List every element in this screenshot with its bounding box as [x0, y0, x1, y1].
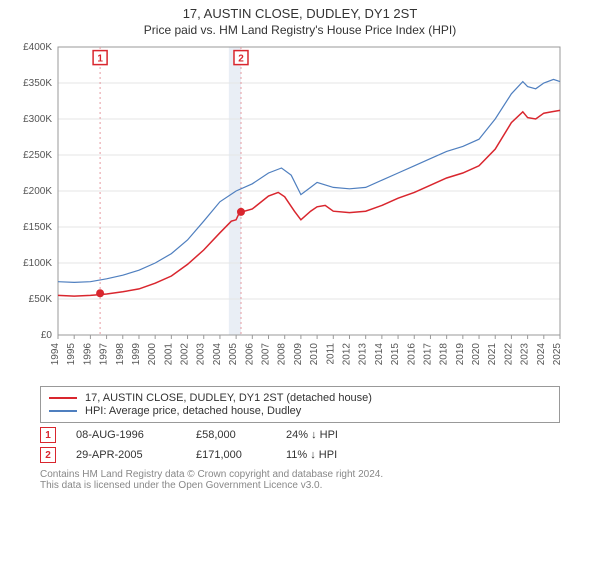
- attribution-line-1: Contains HM Land Registry data © Crown c…: [40, 469, 560, 480]
- svg-text:2014: 2014: [374, 343, 385, 366]
- svg-text:2020: 2020: [471, 343, 482, 366]
- svg-text:2022: 2022: [503, 343, 514, 366]
- svg-text:2011: 2011: [325, 343, 336, 365]
- svg-text:1: 1: [97, 54, 103, 65]
- svg-text:2002: 2002: [180, 343, 191, 366]
- svg-text:1994: 1994: [50, 343, 61, 366]
- svg-text:2005: 2005: [228, 343, 239, 366]
- legend-label-1: 17, AUSTIN CLOSE, DUDLEY, DY1 2ST (detac…: [85, 392, 372, 404]
- svg-text:1995: 1995: [66, 343, 77, 366]
- svg-text:2007: 2007: [261, 343, 272, 366]
- sale-badge: 1: [40, 427, 56, 443]
- svg-text:2024: 2024: [536, 343, 547, 366]
- chart-container: £0 £50K £100K £150K £200K £250K £300K £350K £400…: [10, 37, 600, 382]
- svg-text:2013: 2013: [358, 343, 369, 366]
- svg-text:2016: 2016: [406, 343, 417, 366]
- svg-text:2012: 2012: [341, 343, 352, 366]
- svg-text:2006: 2006: [244, 343, 255, 366]
- svg-text:1996: 1996: [82, 343, 93, 366]
- sale-price: £58,000: [196, 429, 286, 441]
- svg-text:£200K: £200K: [23, 186, 52, 197]
- sale-date: 08-AUG-1996: [76, 429, 196, 441]
- legend-item-1: 17, AUSTIN CLOSE, DUDLEY, DY1 2ST (detac…: [49, 392, 551, 404]
- svg-text:1998: 1998: [115, 343, 126, 366]
- sale-delta: 24% ↓ HPI: [286, 429, 406, 441]
- svg-text:2018: 2018: [439, 343, 450, 366]
- sales-table: 1 08-AUG-1996£58,00024% ↓ HPI 2 29-APR-2005…: [40, 427, 560, 463]
- svg-text:2023: 2023: [520, 343, 531, 366]
- svg-text:2: 2: [238, 54, 244, 65]
- svg-text:£100K: £100K: [23, 258, 52, 269]
- attribution-line-2: This data is licensed under the Open Gov…: [40, 480, 560, 491]
- legend-item-2: HPI: Average price, detached house, Dudl…: [49, 405, 551, 417]
- price-chart: £0 £50K £100K £150K £200K £250K £300K £350K £400…: [10, 37, 570, 377]
- svg-text:2004: 2004: [212, 343, 223, 366]
- legend-swatch-2: [49, 410, 77, 412]
- attribution: Contains HM Land Registry data © Crown c…: [40, 469, 560, 491]
- sale-row: 2 29-APR-2005£171,00011% ↓ HPI: [40, 447, 560, 463]
- svg-text:1997: 1997: [99, 343, 110, 366]
- svg-text:£250K: £250K: [23, 150, 52, 161]
- svg-text:£150K: £150K: [23, 222, 52, 233]
- svg-text:2017: 2017: [422, 343, 433, 366]
- page-subtitle: Price paid vs. HM Land Registry's House …: [0, 23, 600, 37]
- svg-text:£50K: £50K: [29, 294, 53, 305]
- svg-text:2003: 2003: [196, 343, 207, 366]
- sale-price: £171,000: [196, 449, 286, 461]
- svg-text:£300K: £300K: [23, 114, 52, 125]
- sale-date: 29-APR-2005: [76, 449, 196, 461]
- svg-text:2000: 2000: [147, 343, 158, 366]
- legend-swatch-1: [49, 397, 77, 399]
- page-title: 17, AUSTIN CLOSE, DUDLEY, DY1 2ST: [0, 6, 600, 21]
- svg-text:2008: 2008: [277, 343, 288, 366]
- svg-text:£400K: £400K: [23, 42, 52, 53]
- svg-text:£350K: £350K: [23, 78, 52, 89]
- svg-text:£0: £0: [41, 330, 53, 341]
- svg-text:2021: 2021: [487, 343, 498, 366]
- legend-label-2: HPI: Average price, detached house, Dudl…: [85, 405, 301, 417]
- sale-badge: 2: [40, 447, 56, 463]
- svg-text:2019: 2019: [455, 343, 466, 366]
- sale-delta: 11% ↓ HPI: [286, 449, 406, 461]
- svg-text:2025: 2025: [552, 343, 563, 366]
- svg-text:2010: 2010: [309, 343, 320, 366]
- svg-text:1999: 1999: [131, 343, 142, 366]
- svg-text:2009: 2009: [293, 343, 304, 366]
- legend-box: 17, AUSTIN CLOSE, DUDLEY, DY1 2ST (detac…: [40, 386, 560, 423]
- svg-text:2015: 2015: [390, 343, 401, 366]
- svg-text:2001: 2001: [163, 343, 174, 366]
- sale-row: 1 08-AUG-1996£58,00024% ↓ HPI: [40, 427, 560, 443]
